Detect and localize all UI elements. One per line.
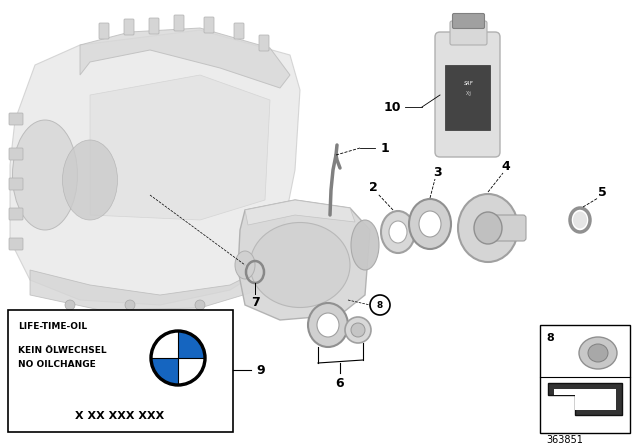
Ellipse shape — [588, 344, 608, 362]
Ellipse shape — [573, 211, 587, 228]
FancyBboxPatch shape — [8, 310, 233, 432]
Text: 363851: 363851 — [547, 435, 584, 445]
Ellipse shape — [381, 211, 415, 253]
Wedge shape — [152, 358, 178, 384]
Text: SAF: SAF — [464, 81, 474, 86]
FancyBboxPatch shape — [9, 208, 23, 220]
FancyBboxPatch shape — [452, 13, 484, 29]
Wedge shape — [152, 332, 178, 358]
Ellipse shape — [345, 317, 371, 343]
Ellipse shape — [419, 211, 441, 237]
Polygon shape — [80, 28, 290, 88]
Ellipse shape — [351, 323, 365, 337]
Ellipse shape — [317, 313, 339, 337]
FancyBboxPatch shape — [435, 32, 500, 157]
FancyBboxPatch shape — [9, 113, 23, 125]
FancyBboxPatch shape — [445, 65, 490, 130]
Ellipse shape — [63, 140, 118, 220]
FancyBboxPatch shape — [174, 15, 184, 31]
Text: LIFE-TIME-OIL: LIFE-TIME-OIL — [18, 322, 87, 331]
Text: 9: 9 — [257, 363, 266, 376]
Text: 5: 5 — [598, 185, 606, 198]
FancyBboxPatch shape — [99, 23, 109, 39]
FancyBboxPatch shape — [9, 178, 23, 190]
FancyBboxPatch shape — [540, 325, 630, 433]
Polygon shape — [245, 200, 355, 225]
Ellipse shape — [579, 337, 617, 369]
Ellipse shape — [250, 223, 350, 307]
FancyBboxPatch shape — [485, 215, 526, 241]
Ellipse shape — [389, 221, 407, 243]
Ellipse shape — [235, 251, 255, 279]
Ellipse shape — [13, 120, 77, 230]
Ellipse shape — [474, 212, 502, 244]
FancyBboxPatch shape — [234, 23, 244, 39]
Circle shape — [152, 332, 204, 384]
Circle shape — [195, 300, 205, 310]
Text: 3: 3 — [434, 165, 442, 178]
Polygon shape — [238, 200, 370, 320]
Ellipse shape — [458, 194, 518, 262]
Polygon shape — [554, 389, 616, 410]
Ellipse shape — [409, 199, 451, 249]
Polygon shape — [30, 265, 270, 310]
Text: 1: 1 — [381, 142, 389, 155]
Polygon shape — [90, 75, 270, 220]
Text: 8: 8 — [377, 301, 383, 310]
Text: 10: 10 — [383, 100, 401, 113]
Text: KEIN ÖLWECHSEL: KEIN ÖLWECHSEL — [18, 345, 107, 354]
FancyBboxPatch shape — [149, 18, 159, 34]
Text: 8: 8 — [546, 333, 554, 343]
Polygon shape — [10, 30, 300, 305]
FancyBboxPatch shape — [259, 35, 269, 51]
Text: 2: 2 — [369, 181, 378, 194]
Text: Xj: Xj — [466, 90, 472, 95]
Text: X XX XXX XXX: X XX XXX XXX — [76, 411, 164, 421]
FancyBboxPatch shape — [9, 238, 23, 250]
Text: 6: 6 — [336, 376, 344, 389]
Text: NO OILCHANGE: NO OILCHANGE — [18, 359, 96, 369]
Circle shape — [65, 300, 75, 310]
FancyBboxPatch shape — [450, 21, 487, 45]
Polygon shape — [548, 383, 622, 415]
Wedge shape — [178, 332, 204, 358]
Ellipse shape — [351, 220, 379, 270]
FancyBboxPatch shape — [204, 17, 214, 33]
FancyBboxPatch shape — [124, 19, 134, 35]
Wedge shape — [178, 358, 204, 384]
Circle shape — [150, 330, 206, 386]
Text: 7: 7 — [251, 296, 259, 309]
Circle shape — [125, 300, 135, 310]
Circle shape — [370, 295, 390, 315]
Text: 4: 4 — [502, 159, 510, 172]
FancyBboxPatch shape — [9, 148, 23, 160]
Ellipse shape — [308, 303, 348, 347]
